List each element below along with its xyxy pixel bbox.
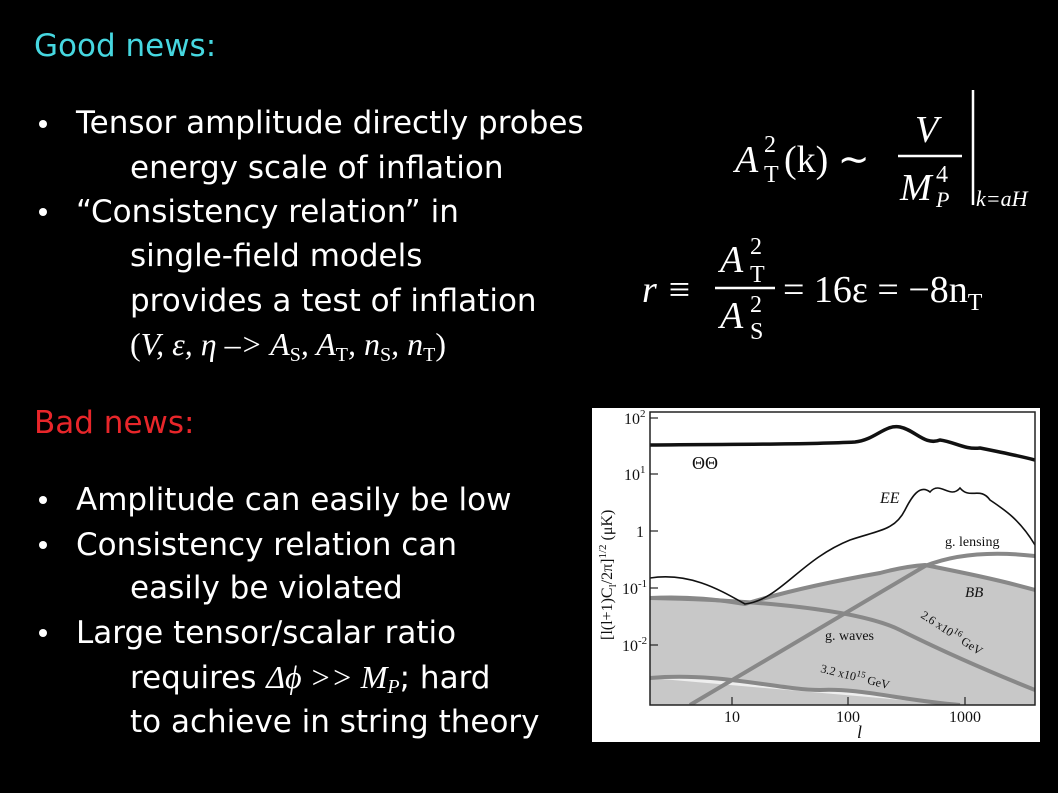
sub: T <box>764 162 779 188</box>
x-tick-label: 1000 <box>949 709 981 726</box>
text: = 16ε = −8n <box>783 269 968 311</box>
sup: 2 <box>750 292 762 318</box>
symbol: r ≡ <box>642 269 692 311</box>
curve-label: BB <box>965 585 983 601</box>
x-tick-label: 100 <box>836 709 860 726</box>
text-line: easily be violated <box>130 570 403 606</box>
text: ; hard <box>400 660 491 696</box>
sub: S <box>380 344 391 366</box>
x-tick-label: 10 <box>724 709 740 726</box>
sub: T <box>968 290 983 316</box>
text: /2π] <box>599 559 616 585</box>
symbol: M <box>899 167 934 209</box>
formula: A 2 T (k) ∼ V M 4 P k=aH <box>732 90 1029 212</box>
y-axis-label: [l(l+1)Cl/2π]1/2 (μK) <box>597 510 619 640</box>
text: 10 <box>624 411 640 428</box>
text-line: Consistency relation can <box>76 527 457 563</box>
text: GeV <box>863 672 892 692</box>
text: Δϕ >> M <box>264 659 390 695</box>
symbol: A <box>732 139 759 181</box>
x-axis-label: l <box>857 722 862 742</box>
bullet <box>39 541 47 549</box>
sup: 2 <box>750 234 762 260</box>
ticks <box>650 417 966 705</box>
sup: -1 <box>638 578 647 590</box>
symbol: V <box>915 109 942 151</box>
heading: Bad news: <box>34 405 194 441</box>
sub: T <box>750 262 765 288</box>
y-tick-label: 10-1 <box>622 578 647 598</box>
sub: S <box>750 319 763 345</box>
curve-label: g. lensing <box>945 535 999 550</box>
param-line: (V, ε, η –> AS, AT, nS, nT) <box>130 326 446 366</box>
sub: k=aH <box>976 186 1029 211</box>
ee-curve <box>650 486 1035 605</box>
sub: P <box>386 676 399 698</box>
curve-label: EE <box>879 490 900 507</box>
curve-label: g. waves <box>825 629 874 644</box>
sup: -2 <box>638 635 647 647</box>
text-line: “Consistency relation” in <box>76 194 459 230</box>
text: requires <box>130 660 266 696</box>
heading: Good news: <box>34 28 216 64</box>
sup: 1/2 <box>597 544 609 558</box>
bullet <box>39 496 47 504</box>
text-line: Large tensor/scalar ratio <box>76 615 456 651</box>
text: 10 <box>624 467 640 484</box>
tt-curve <box>650 424 1035 462</box>
text: [l(l+1)C <box>599 587 616 640</box>
text: ) <box>435 326 446 362</box>
sup: 2 <box>640 408 646 420</box>
formula: r ≡ A 2 T A 2 S = 16ε = −8nT <box>642 234 983 345</box>
text: , n <box>391 326 423 362</box>
text-line: provides a test of inflation <box>130 283 537 319</box>
sup: 4 <box>936 162 948 188</box>
text-line: single-field models <box>130 238 422 274</box>
text: ( <box>130 326 141 362</box>
text: , A <box>301 326 336 362</box>
sub: T <box>423 344 435 366</box>
text-line: to achieve in string theory <box>130 704 540 740</box>
y-tick-label: 101 <box>624 464 646 484</box>
text: 10 <box>622 581 638 598</box>
text-line: requires Δϕ >> MP; hard <box>130 659 490 698</box>
text: , n <box>348 326 380 362</box>
symbol: = 16ε = −8nT <box>783 269 983 316</box>
text: (μK) <box>599 510 616 545</box>
text-line: Amplitude can easily be low <box>76 482 511 518</box>
sub: l <box>607 584 619 587</box>
text: 10 <box>622 638 638 655</box>
sup: 1 <box>640 464 646 476</box>
sub: T <box>336 344 348 366</box>
y-tick-label: 10-2 <box>622 635 647 655</box>
plot-frame <box>649 411 1036 706</box>
text: V, ε, η –> A <box>141 326 291 362</box>
y-tick-label: 102 <box>624 408 646 428</box>
text-line: Tensor amplitude directly probes <box>75 105 584 141</box>
figure: 102 101 1 10-1 10-2 10 100 1000 l [l(l+1… <box>592 408 1040 742</box>
bullet <box>39 120 47 128</box>
y-tick-label: 1 <box>636 524 644 541</box>
sub: S <box>290 344 301 366</box>
lensing-curve <box>688 551 1035 705</box>
sub: P <box>935 187 949 212</box>
sup: 15 <box>856 668 868 680</box>
bullet <box>39 208 47 216</box>
bullet <box>39 629 47 637</box>
curve-label: ΘΘ <box>692 453 718 473</box>
symbol: A <box>717 239 744 281</box>
sup: 2 <box>764 132 776 158</box>
symbol: A <box>717 295 744 337</box>
text-line: energy scale of inflation <box>130 150 504 186</box>
symbol: (k) ∼ <box>784 139 870 181</box>
